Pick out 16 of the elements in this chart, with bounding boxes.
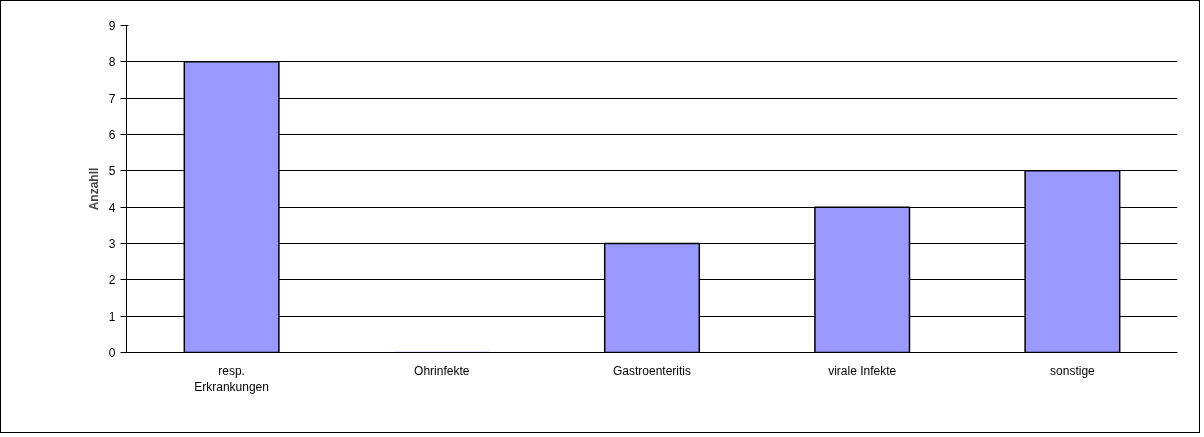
y-tick-label: 8	[108, 55, 116, 70]
x-tick-label: virale Infekte	[828, 363, 897, 378]
x-tick-label: Gastroenteritis	[612, 363, 692, 378]
y-tick-label: 6	[108, 128, 116, 142]
x-tick-label: resp. Erkrankungen	[194, 363, 269, 395]
x-tick-label: sonstige	[1050, 363, 1096, 378]
y-tick-label: 3	[108, 237, 116, 251]
y-tick-label: 5	[108, 164, 116, 179]
y-tick-label: 2	[108, 273, 116, 288]
y-tick-label: 0	[108, 346, 116, 360]
y-axis-title: Anzahll	[86, 167, 101, 211]
x-tick-label: Ohrinfekte	[414, 363, 470, 378]
y-tick-label: 4	[108, 200, 116, 215]
y-tick-label: 1	[108, 309, 116, 324]
y-tick-label: 9	[108, 19, 116, 33]
y-tick-label: 7	[108, 91, 116, 106]
